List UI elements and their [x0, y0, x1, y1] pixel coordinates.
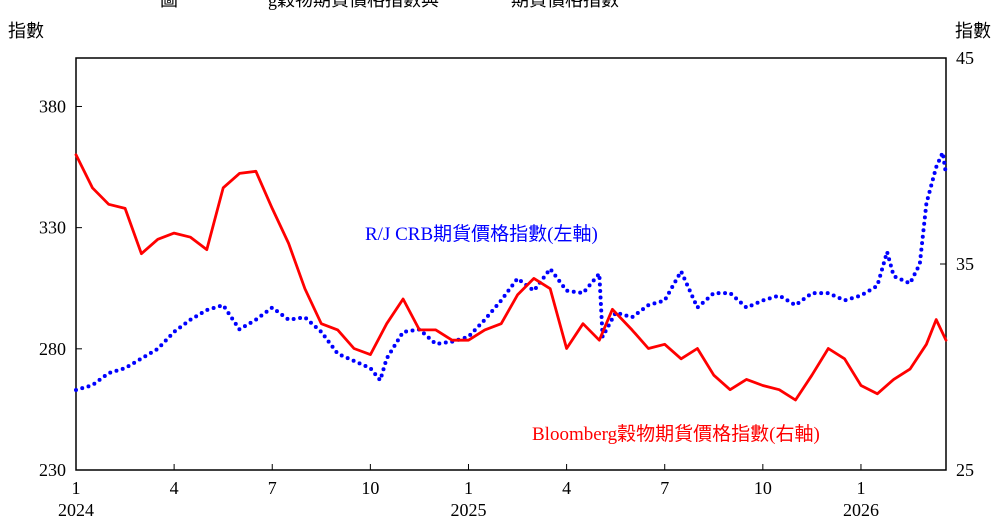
x-tick-label: 1 [464, 478, 473, 498]
x-tick-label: 10 [361, 478, 379, 498]
y2-axis-label: 指數 [955, 21, 991, 41]
series-line [74, 153, 948, 402]
y-tick-label: 230 [39, 460, 66, 480]
y-tick-label: 280 [39, 339, 66, 359]
x-tick-label: 7 [660, 478, 669, 498]
plot-frame [75, 57, 947, 471]
x-tick-label: 1 [856, 478, 865, 498]
series-line [74, 150, 948, 392]
annotation: Bloomberg穀物期貨價格指數(右軸) [532, 423, 820, 445]
x-tick-label: 10 [754, 478, 772, 498]
x-year-label: 2025 [450, 500, 486, 520]
y2-tick-label: 25 [956, 460, 974, 480]
y2-tick-label: 35 [956, 254, 974, 274]
y-axis-label: 指數 [8, 21, 44, 41]
x-tick-label: 4 [170, 478, 179, 498]
x-tick-label: 4 [562, 478, 571, 498]
chart-title: 圖 g穀物期貨價格指數與 期貨價格指數 [160, 0, 619, 10]
x-tick-label: 7 [268, 478, 277, 498]
x-year-label: 2024 [58, 500, 94, 520]
x-year-label: 2026 [843, 500, 879, 520]
y2-tick-label: 45 [956, 48, 974, 68]
x-tick-label: 1 [72, 478, 81, 498]
y-tick-label: 380 [39, 96, 66, 116]
y-tick-label: 330 [39, 218, 66, 238]
annotation: R/J CRB期貨價格指數(左軸) [365, 223, 598, 245]
